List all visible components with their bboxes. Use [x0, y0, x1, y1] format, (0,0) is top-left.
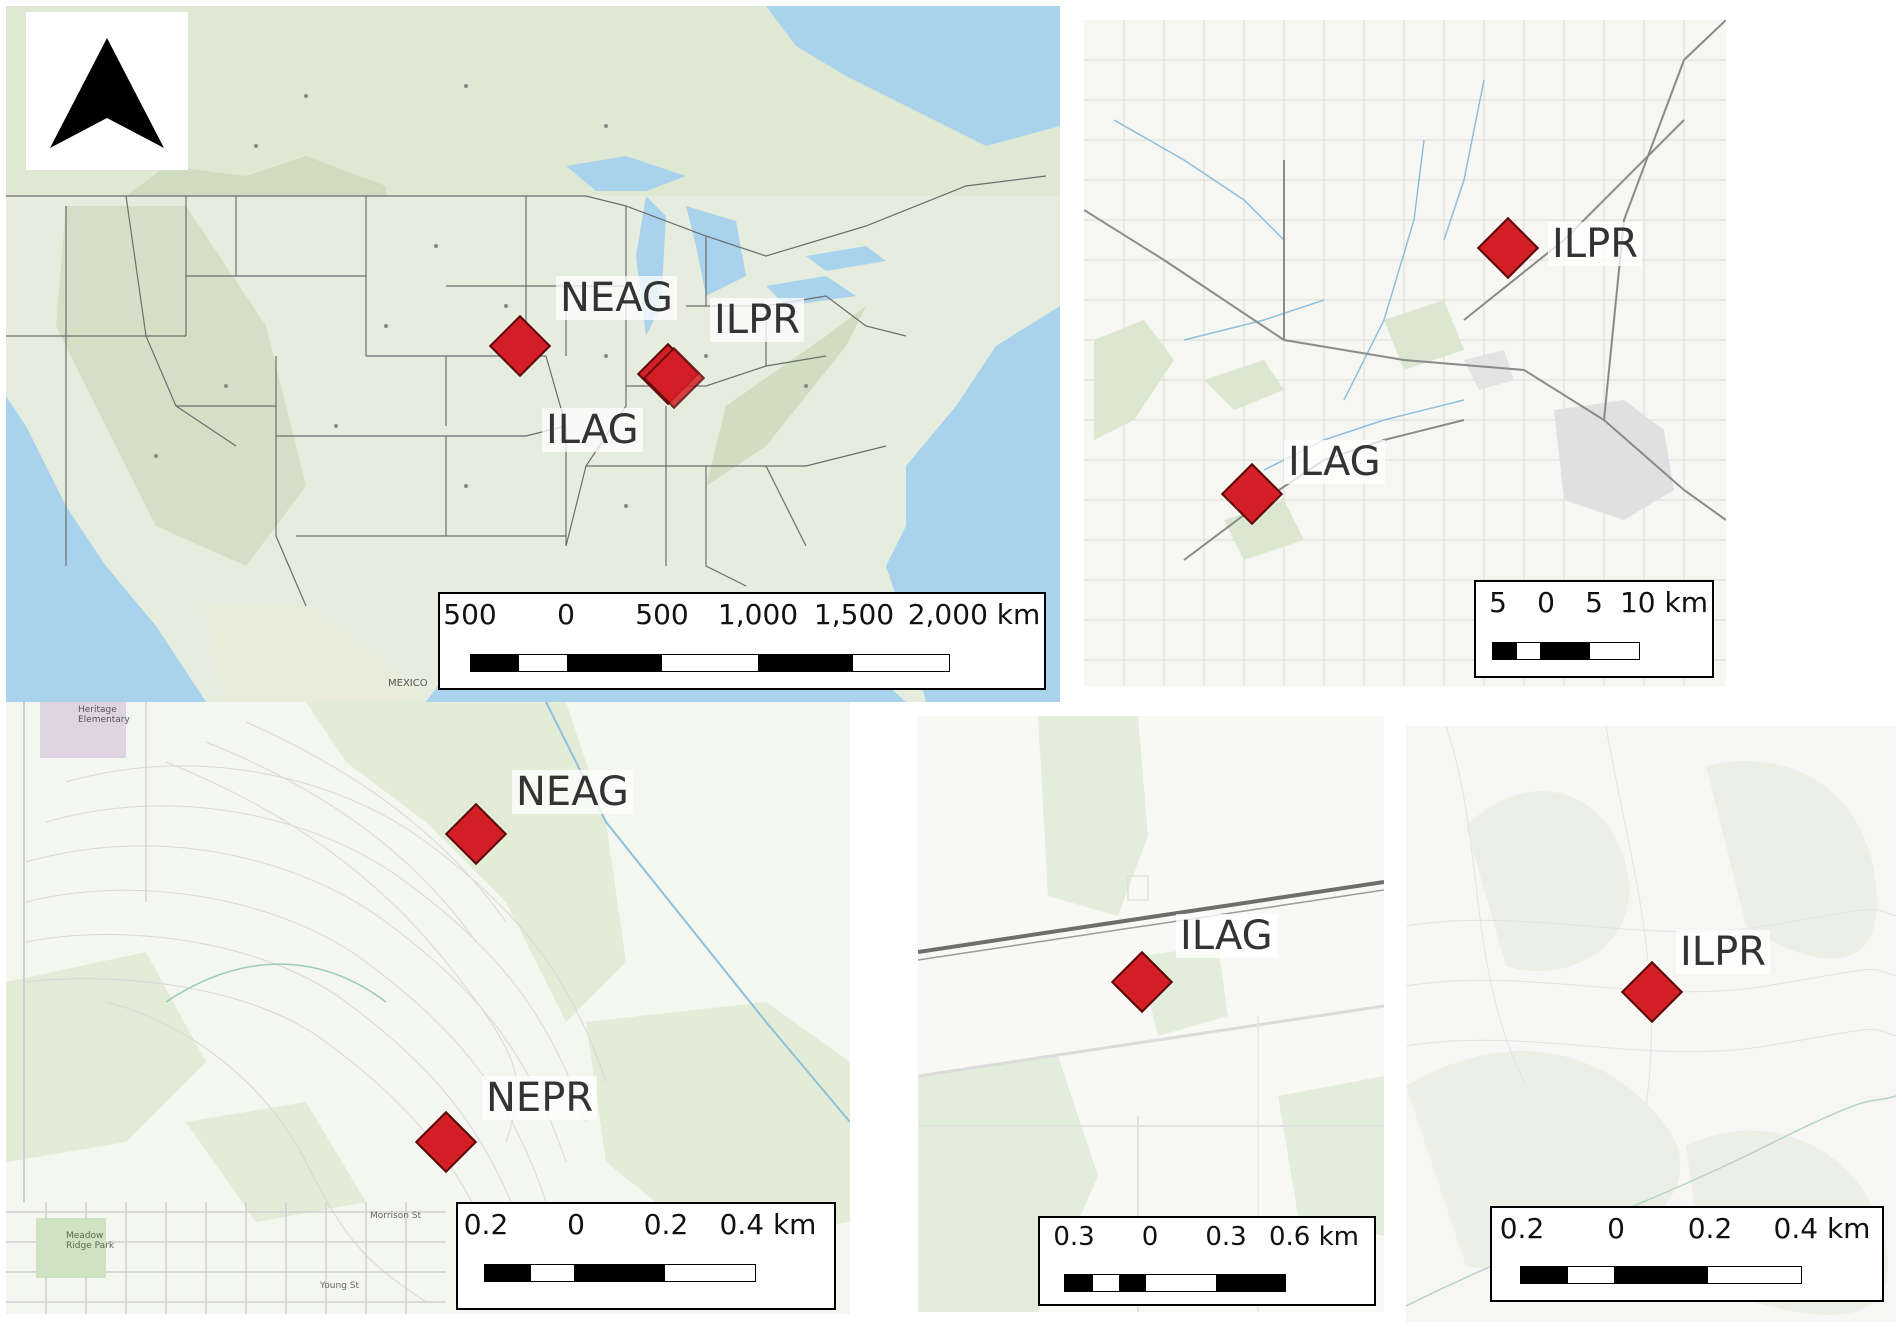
scalebar-bar — [1520, 1266, 1802, 1284]
scalebar-tick: 2,000 km — [907, 598, 1041, 631]
overview-scalebar: 500 0 500 1,000 1,500 2,000 km — [438, 592, 1046, 690]
site-label-ilpr: ILPR — [1548, 222, 1642, 266]
map-text-young-st: Young St — [320, 1281, 360, 1291]
scalebar-tick: 1,500 — [813, 598, 895, 631]
map-text-mexico: MEXICO — [388, 678, 428, 689]
site-label-neag: NEAG — [512, 770, 633, 814]
ilag-site-map-panel: ILAG 0.3 0 0.3 0.6 km — [918, 716, 1384, 1312]
scalebar-tick: 5 — [1489, 586, 1507, 619]
scalebar-tick: 0 — [567, 1208, 585, 1241]
ilag-scalebar: 0.3 0 0.3 0.6 km — [1038, 1216, 1376, 1306]
site-label-ilag: ILAG — [542, 408, 643, 452]
scalebar-tick: 0.6 km — [1269, 1222, 1359, 1252]
ilpr-site-map-panel: ILPR 0.2 0 0.2 0.4 km — [1406, 726, 1896, 1322]
scalebar-tick: 0.2 — [1499, 1212, 1545, 1245]
scalebar-tick: 0.4 km — [719, 1208, 817, 1241]
site-label-neag: NEAG — [556, 276, 677, 320]
scalebar-bar — [1064, 1274, 1286, 1292]
scalebar-tick: 0.2 — [643, 1208, 689, 1241]
scalebar-tick: 0.4 km — [1773, 1212, 1871, 1245]
north-arrow-icon — [50, 38, 164, 148]
site-label-ilpr: ILPR — [1676, 930, 1770, 974]
scalebar-bar — [470, 654, 950, 672]
map-text-morrison-st: Morrison St — [370, 1211, 422, 1221]
scalebar-tick: 0.3 — [1053, 1222, 1095, 1252]
scalebar-tick: 10 km — [1619, 586, 1709, 619]
scalebar-tick: 0 — [1141, 1222, 1159, 1252]
site-label-ilag: ILAG — [1176, 914, 1277, 958]
nebraska-scalebar: 0.2 0 0.2 0.4 km — [456, 1202, 836, 1310]
scalebar-tick: 1,000 — [717, 598, 799, 631]
scalebar-bar — [1492, 642, 1640, 660]
scalebar-tick: 0 — [557, 598, 575, 631]
regional-scalebar: 5 0 5 10 km — [1474, 580, 1714, 678]
regional-map-panel: ILPR ILAG 5 0 5 10 km — [1084, 20, 1726, 686]
scalebar-tick: 500 — [635, 598, 689, 631]
site-label-ilag: ILAG — [1284, 440, 1385, 484]
site-label-nepr: NEPR — [482, 1076, 598, 1120]
site-label-ilpr: ILPR — [710, 298, 804, 342]
scalebar-bar — [484, 1264, 756, 1282]
map-text-heritage-elementary: Heritage Elementary — [78, 705, 130, 725]
regional-map-background — [1084, 20, 1726, 686]
overview-map-panel: NEAG ILPR ILAG MEXICO 500 0 500 1,000 1,… — [6, 6, 1060, 702]
scalebar-tick: 0 — [1537, 586, 1555, 619]
scalebar-tick: 0 — [1607, 1212, 1625, 1245]
scalebar-tick: 5 — [1585, 586, 1603, 619]
ilpr-scalebar: 0.2 0 0.2 0.4 km — [1490, 1206, 1884, 1302]
scalebar-tick: 500 — [443, 598, 497, 631]
north-arrow-box — [26, 12, 188, 170]
scalebar-tick: 0.3 — [1205, 1222, 1247, 1252]
ilag-map-background — [918, 716, 1384, 1312]
scalebar-tick: 0.2 — [1687, 1212, 1733, 1245]
map-text-meadow-ridge-park: Meadow Ridge Park — [66, 1231, 115, 1251]
nebraska-map-panel: Heritage Elementary Meadow Ridge Park Yo… — [6, 702, 850, 1314]
scalebar-tick: 0.2 — [463, 1208, 509, 1241]
